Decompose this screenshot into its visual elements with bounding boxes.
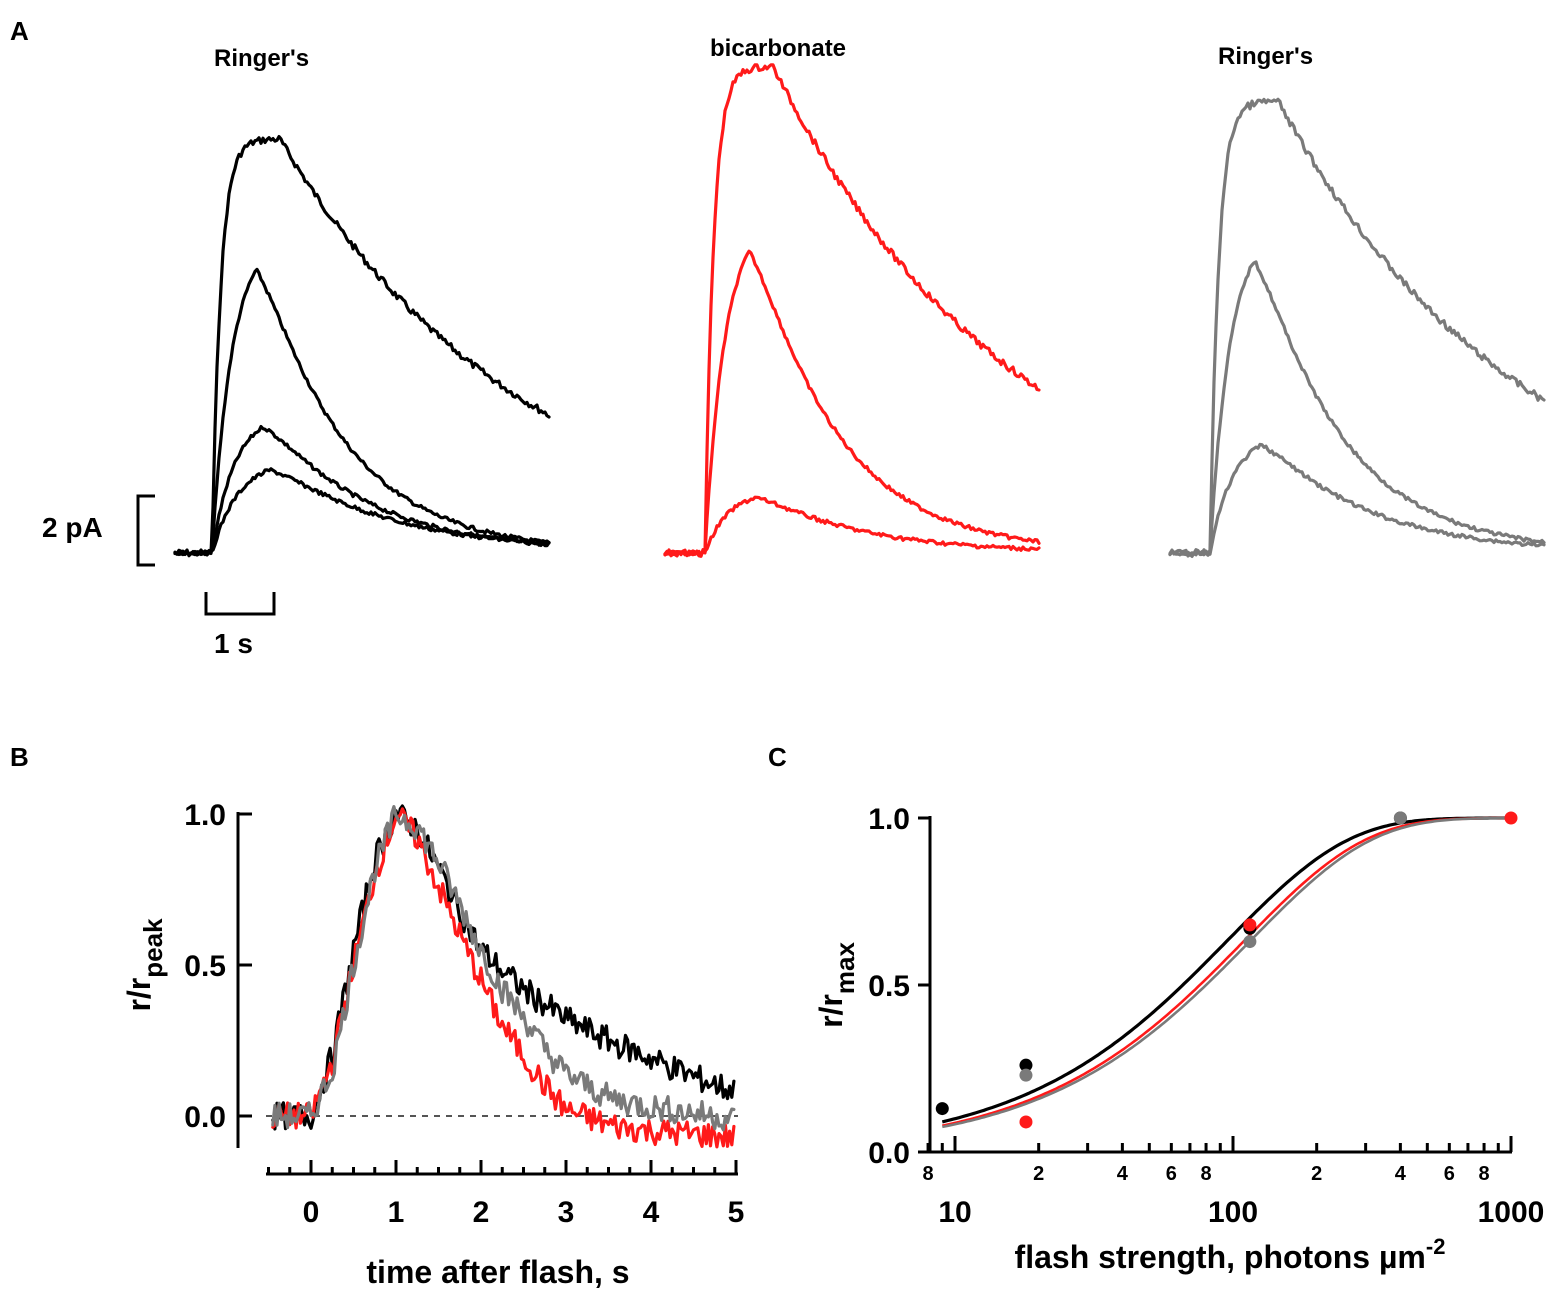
panel-c-letter: C [768,742,787,772]
panel-b-trace-2 [271,807,736,1149]
panel-c-xtick-label-1000: 1000 [1478,1196,1545,1229]
panel-c-xlabel-main: flash strength, photons µm [1015,1239,1426,1275]
panel-c-point-1-2 [1019,1058,1033,1072]
panel-a-title-ringers-1: Ringer's [214,45,309,72]
panel-b-ylabel: r/rpeak [121,918,168,1012]
panel-c-xticks: 8 2 4 6 8 2 4 6 810 100 1000 [922,1136,1544,1229]
panel-c-xtick-minor-label: 8 [1200,1163,1211,1185]
panel-b-xtick-label-4: 4 [643,1196,660,1229]
panel-a-traces [173,63,1546,558]
panel-a-letter: A [10,16,29,46]
panel-c-ytick-label-1.0: 1.0 [868,803,910,836]
panel-c-xtick-minor-label: 4 [1117,1163,1129,1185]
panel-b-xtick-label-5: 5 [728,1196,745,1229]
panel-a-title-ringers-2: Ringer's [1218,43,1313,70]
panel-c-xlabel-sup: -2 [1426,1234,1446,1259]
panel-c-xtick-minor-label: 8 [1478,1163,1489,1185]
panel-c-xtick-minor-label: 4 [1395,1163,1407,1185]
panel-c-xtick-minor-label: 6 [1444,1163,1455,1185]
panel-b-xtick-label-0: 0 [303,1196,320,1229]
panel-a-trace-2-2 [663,249,1041,557]
panel-c-point-3-3 [1393,811,1407,825]
panel-c-ylabel: r/rmax [813,942,860,1028]
panel-b-ytick-label-0.5: 0.5 [184,950,226,983]
panel-b-xtick-label-1: 1 [388,1196,405,1229]
panel-c-point-2-2 [1243,918,1257,932]
panel-c-point-1-1 [935,1102,949,1116]
panel-a-trace-3-1 [1168,97,1546,558]
panel-b-traces [271,804,736,1149]
panel-a-trace-3-2 [1168,260,1546,557]
panel-c-point-3-2 [1243,935,1257,949]
panel-c-ytick-label-0.5: 0.5 [868,970,910,1003]
panel-a-trace-3-3 [1168,442,1546,557]
panel-c-xtick-minor-label: 2 [1033,1163,1044,1185]
panel-a-trace-1-3 [173,425,551,557]
panel-c-ylabel-main: r/r [813,994,849,1028]
panel-b-ytick-label-1.0: 1.0 [184,799,226,832]
panel-c-xtick-label-10: 10 [938,1196,971,1229]
panel-b-ylabel-sub: peak [138,918,168,978]
panel-c-xtick-minor-label: 8 [922,1163,933,1185]
panel-b-xtick-label-2: 2 [473,1196,490,1229]
panel-c-fit-3 [942,816,1510,1129]
panel-c-point-3-1 [1019,1068,1033,1082]
panel-c-ytick-labels: 0.0 0.5 1.0 [868,803,910,1170]
panel-c-fit-1 [941,816,1510,1124]
time-scale-label: 1 s [214,628,253,659]
panel-b-ytick-label-0.0: 0.0 [184,1101,226,1134]
panel-b-trace-1 [271,804,736,1131]
current-scale-bar [136,494,155,567]
time-scale-bar [204,592,276,616]
panel-c-point-2-1 [1019,1115,1033,1129]
panel-b-xtick-label-3: 3 [558,1196,575,1229]
current-scale-label: 2 pA [42,512,103,543]
panel-a-trace-2-1 [663,63,1041,558]
panel-c-fit-curves [941,816,1510,1129]
panel-c-ylabel-sub: max [830,942,860,995]
panel-b-trace-3 [271,805,736,1132]
panel-c-xtick-minor-label: 6 [1166,1163,1177,1185]
panel-c-ytick-label-0.0: 0.0 [868,1137,910,1170]
panel-c-xtick-minor-label: 2 [1311,1163,1322,1185]
panel-a-trace-1-2 [173,267,551,557]
panel-c-xtick-label-100: 100 [1208,1196,1258,1229]
panel-a-title-bicarbonate: bicarbonate [710,35,846,62]
panel-b-ylabel-main: r/r [121,978,157,1012]
panel-c-xlabel: flash strength, photons µm-2 [1015,1234,1446,1275]
panel-c-point-2-3 [1504,811,1518,825]
panel-b-letter: B [10,742,29,772]
panel-b-xticks: 0 1 2 3 4 5 [267,1160,745,1229]
panel-a-trace-1-4 [173,467,551,557]
panel-b-xlabel: time after flash, s [366,1254,629,1290]
panel-c-points [935,811,1518,1129]
panel-a-trace-2-3 [663,495,1041,557]
panel-b-ytick-labels: 0.0 0.5 1.0 [184,799,226,1134]
panel-a-trace-1-1 [173,135,551,558]
